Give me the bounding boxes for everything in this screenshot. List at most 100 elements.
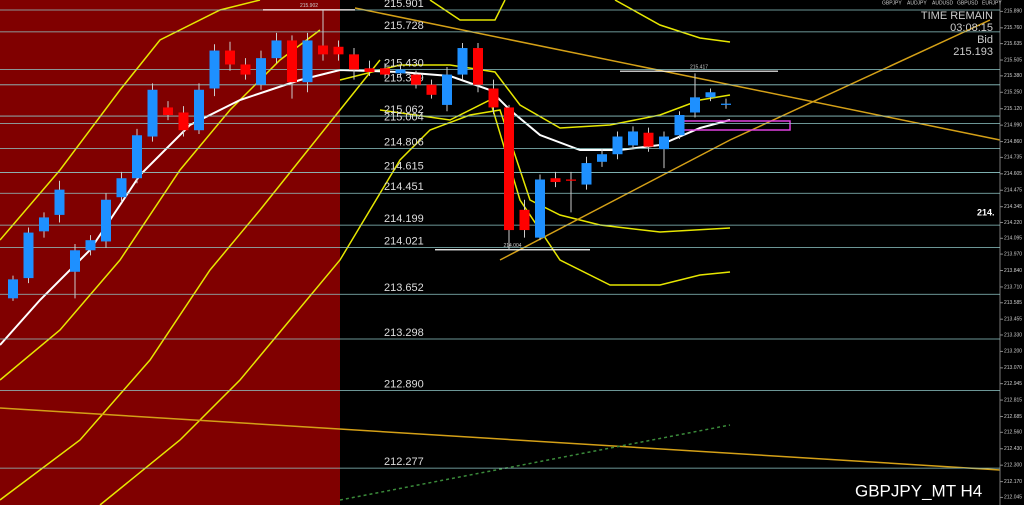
- y-tick-label: 215.890: [1004, 9, 1022, 15]
- y-tick-label: 213.710: [1004, 284, 1022, 290]
- candle-body: [380, 68, 390, 75]
- candle-body: [178, 112, 189, 131]
- candle-body: [349, 54, 359, 70]
- candle-body: [395, 69, 406, 74]
- candle-body: [442, 74, 452, 105]
- candle-body: [39, 217, 49, 232]
- y-tick-label: 214.735: [1004, 155, 1022, 161]
- candle-body: [132, 135, 142, 179]
- candle-body: [550, 178, 561, 183]
- candle-body: [519, 209, 530, 231]
- y-tick-label: 213.970: [1004, 251, 1022, 257]
- cut-price: 214.: [977, 207, 995, 217]
- candle-body: [8, 279, 18, 299]
- level-label: 214.615: [384, 160, 424, 172]
- y-tick-label: 213.455: [1004, 317, 1022, 323]
- candle-body: [426, 84, 437, 95]
- candle-body: [628, 131, 638, 146]
- y-tick-label: 212.685: [1004, 414, 1022, 420]
- trend-line: [0, 407, 1001, 471]
- y-tick-label: 212.170: [1004, 479, 1022, 485]
- y-tick-label: 215.635: [1004, 41, 1022, 47]
- candle-body: [690, 97, 700, 113]
- candle-body: [70, 250, 80, 272]
- candle-body: [566, 179, 576, 181]
- tab[interactable]: GBPUSD: [957, 0, 979, 6]
- y-tick-label: 213.585: [1004, 300, 1022, 306]
- marker-label: 215.417: [690, 64, 708, 70]
- y-tick-label: 214.990: [1004, 122, 1022, 128]
- marker-label: 215.902: [300, 3, 318, 9]
- y-tick-label: 214.860: [1004, 139, 1022, 145]
- candle-body: [612, 136, 623, 155]
- candle-body: [225, 50, 235, 65]
- y-tick-label: 214.095: [1004, 236, 1022, 242]
- chart-title: GBPJPY_MT H4: [855, 481, 982, 500]
- candle-body: [721, 103, 731, 105]
- candle-body: [488, 88, 499, 108]
- level-label: 215.901: [384, 0, 424, 10]
- candle-body: [194, 89, 204, 131]
- level-label: 215.430: [384, 57, 424, 69]
- level-label: 214.199: [384, 213, 424, 225]
- level-label: 214.021: [384, 236, 424, 248]
- tab[interactable]: AUDUSD: [932, 0, 954, 6]
- candle-body: [705, 92, 716, 98]
- y-tick-label: 213.200: [1004, 349, 1022, 355]
- candle-body: [302, 40, 313, 83]
- trend-line: [354, 7, 1001, 141]
- y-tick-label: 214.345: [1004, 204, 1022, 210]
- candle-body: [333, 46, 344, 55]
- marker-label: 214.004: [503, 243, 521, 249]
- moving-average: [0, 68, 731, 346]
- candle-body: [643, 132, 654, 147]
- level-label: 215.004: [384, 111, 424, 123]
- candle-body: [364, 68, 375, 73]
- candle-body: [116, 178, 127, 198]
- candle-body: [287, 40, 297, 83]
- candle-body: [256, 58, 266, 85]
- y-tick-label: 214.220: [1004, 220, 1022, 226]
- candle-body: [473, 48, 483, 85]
- level-label: 213.652: [384, 282, 424, 294]
- bid-label: Bid: [977, 34, 993, 46]
- candle-body: [271, 40, 282, 59]
- candle-body: [240, 64, 251, 75]
- tab[interactable]: GBPJPY: [882, 0, 902, 6]
- y-tick-label: 215.250: [1004, 90, 1022, 96]
- candle-body: [163, 107, 173, 116]
- candle-body: [411, 74, 421, 85]
- level-label: 214.806: [384, 136, 424, 148]
- y-tick-label: 212.815: [1004, 397, 1022, 403]
- band: [339, 64, 731, 129]
- level-label: 215.062: [384, 104, 424, 116]
- y-tick-label: 212.430: [1004, 446, 1022, 452]
- candle-body: [23, 232, 34, 279]
- candle-body: [535, 179, 545, 238]
- y-tick-label: 214.475: [1004, 188, 1022, 194]
- candle-body: [597, 154, 607, 162]
- band: [0, 0, 261, 241]
- tab[interactable]: EURJPY: [982, 0, 1002, 6]
- session-zone: [0, 0, 340, 505]
- candle-body: [457, 48, 468, 75]
- bid-value: 215.193: [953, 46, 993, 58]
- band: [99, 109, 731, 505]
- candle-body: [209, 50, 220, 89]
- y-tick-label: 213.070: [1004, 365, 1022, 371]
- y-tick-label: 212.945: [1004, 381, 1022, 387]
- level-label: 213.298: [384, 327, 424, 339]
- level-label: 212.277: [384, 456, 424, 468]
- level-label: 212.890: [384, 379, 424, 391]
- candle-body: [581, 163, 592, 185]
- tab[interactable]: AUDJPY: [907, 0, 927, 6]
- band: [379, 98, 731, 286]
- candle-body: [318, 45, 328, 55]
- time-value: 03:08:15: [950, 22, 993, 34]
- y-tick-label: 214.605: [1004, 171, 1022, 177]
- indicators: [0, 0, 1001, 505]
- trend-line: [339, 424, 731, 501]
- level-label: 214.451: [384, 181, 424, 193]
- candle-body: [54, 189, 65, 215]
- band: [0, 59, 381, 501]
